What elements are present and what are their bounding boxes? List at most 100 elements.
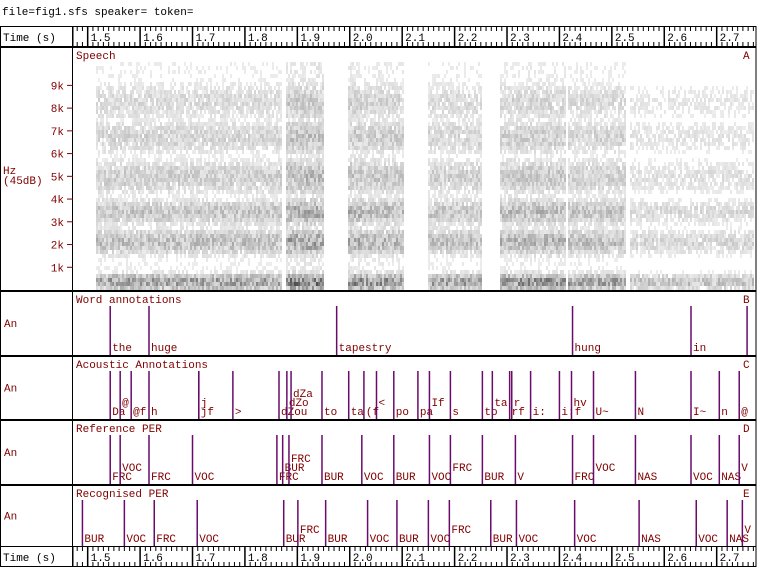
spectro-cell [132, 102, 134, 106]
spectro-cell [108, 102, 110, 106]
spectro-cell [176, 198, 178, 202]
spectro-cell [294, 210, 296, 214]
spectro-cell [96, 202, 98, 206]
spectro-cell [116, 246, 118, 250]
spectro-cell [152, 186, 154, 190]
spectro-cell [180, 182, 182, 186]
spectro-cell [210, 94, 212, 98]
spectro-cell [250, 186, 252, 190]
spectro-cell [298, 254, 300, 258]
spectro-cell [162, 238, 164, 242]
spectro-cell [122, 150, 124, 154]
spectro-cell [180, 158, 182, 162]
spectro-cell [294, 254, 296, 258]
spectro-cell [168, 186, 170, 190]
spectro-cell [124, 242, 126, 246]
spectro-cell [220, 134, 222, 138]
spectro-cell [258, 250, 260, 254]
spectro-cell [192, 186, 194, 190]
spectro-cell [114, 182, 116, 186]
spectro-cell [182, 202, 184, 206]
spectro-cell [136, 90, 138, 94]
spectro-cell [168, 122, 170, 126]
spectro-cell [286, 218, 288, 222]
spectro-cell [256, 126, 258, 130]
spectro-cell [166, 198, 168, 202]
spectro-cell [240, 174, 242, 178]
spectro-cell [170, 174, 172, 178]
spectro-cell [204, 230, 206, 234]
spectro-cell [204, 142, 206, 146]
spectro-cell [288, 122, 290, 126]
spectro-cell [162, 90, 164, 94]
spectro-cell [288, 138, 290, 142]
spectro-cell [120, 126, 122, 130]
spectro-cell [208, 230, 210, 234]
spectro-cell [98, 86, 100, 90]
spectro-cell [294, 118, 296, 122]
spectro-cell [188, 202, 190, 206]
spectro-cell [280, 126, 282, 130]
spectro-cell [274, 278, 276, 282]
spectro-cell [276, 210, 278, 214]
spectro-cell [174, 274, 176, 278]
spectro-cell [218, 234, 220, 238]
spectro-cell [104, 238, 106, 242]
spectro-cell [280, 182, 282, 186]
spectro-cell [242, 138, 244, 142]
spectro-cell [198, 130, 200, 134]
spectro-cell [134, 134, 136, 138]
spectro-cell [202, 238, 204, 242]
spectro-cell [246, 226, 248, 230]
spectro-cell [278, 82, 280, 86]
spectro-cell [234, 134, 236, 138]
spectro-cell [192, 142, 194, 146]
spectro-cell [172, 218, 174, 222]
spectro-cell [96, 234, 98, 238]
spectro-cell [212, 222, 214, 226]
spectro-cell [112, 246, 114, 250]
spectro-cell [170, 98, 172, 102]
spectro-cell [112, 178, 114, 182]
spectro-cell [138, 110, 140, 114]
spectro-cell [100, 202, 102, 206]
spectro-cell [110, 282, 112, 286]
spectro-cell [120, 146, 122, 150]
spectro-cell [128, 286, 130, 290]
spectro-cell [260, 242, 262, 246]
spectro-cell [288, 250, 290, 254]
tick-label-bg [299, 31, 322, 42]
spectro-cell [134, 150, 136, 154]
spectro-cell [136, 198, 138, 202]
spectro-cell [104, 226, 106, 230]
spectro-cell [250, 82, 252, 86]
spectro-cell [244, 246, 246, 250]
spectro-cell [146, 86, 148, 90]
spectro-cell [286, 210, 288, 214]
spectro-cell [272, 206, 274, 210]
spectro-cell [298, 278, 300, 282]
spectro-cell [240, 102, 242, 106]
spectro-cell [250, 250, 252, 254]
spectro-cell [98, 182, 100, 186]
spectro-cell [156, 158, 158, 162]
spectro-cell [248, 110, 250, 114]
spectro-cell [172, 62, 174, 66]
spectro-cell [142, 254, 144, 258]
spectro-cell [288, 222, 290, 226]
spectro-cell [198, 242, 200, 246]
spectro-cell [178, 274, 180, 278]
spectro-cell [150, 246, 152, 250]
spectro-cell [154, 166, 156, 170]
spectro-cell [230, 94, 232, 98]
spectro-cell [264, 242, 266, 246]
spectro-cell [96, 178, 98, 182]
spectro-cell [150, 74, 152, 78]
spectro-cell [128, 110, 130, 114]
spectro-cell [164, 186, 166, 190]
spectro-cell [118, 134, 120, 138]
spectro-cell [222, 218, 224, 222]
spectro-cell [194, 202, 196, 206]
spectro-cell [162, 110, 164, 114]
spectro-cell [150, 130, 152, 134]
